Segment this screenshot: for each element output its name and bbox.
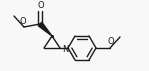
Text: O: O bbox=[38, 1, 44, 11]
Text: O: O bbox=[20, 16, 26, 25]
Text: N: N bbox=[62, 45, 68, 54]
Text: O: O bbox=[108, 37, 114, 47]
Polygon shape bbox=[38, 22, 52, 36]
